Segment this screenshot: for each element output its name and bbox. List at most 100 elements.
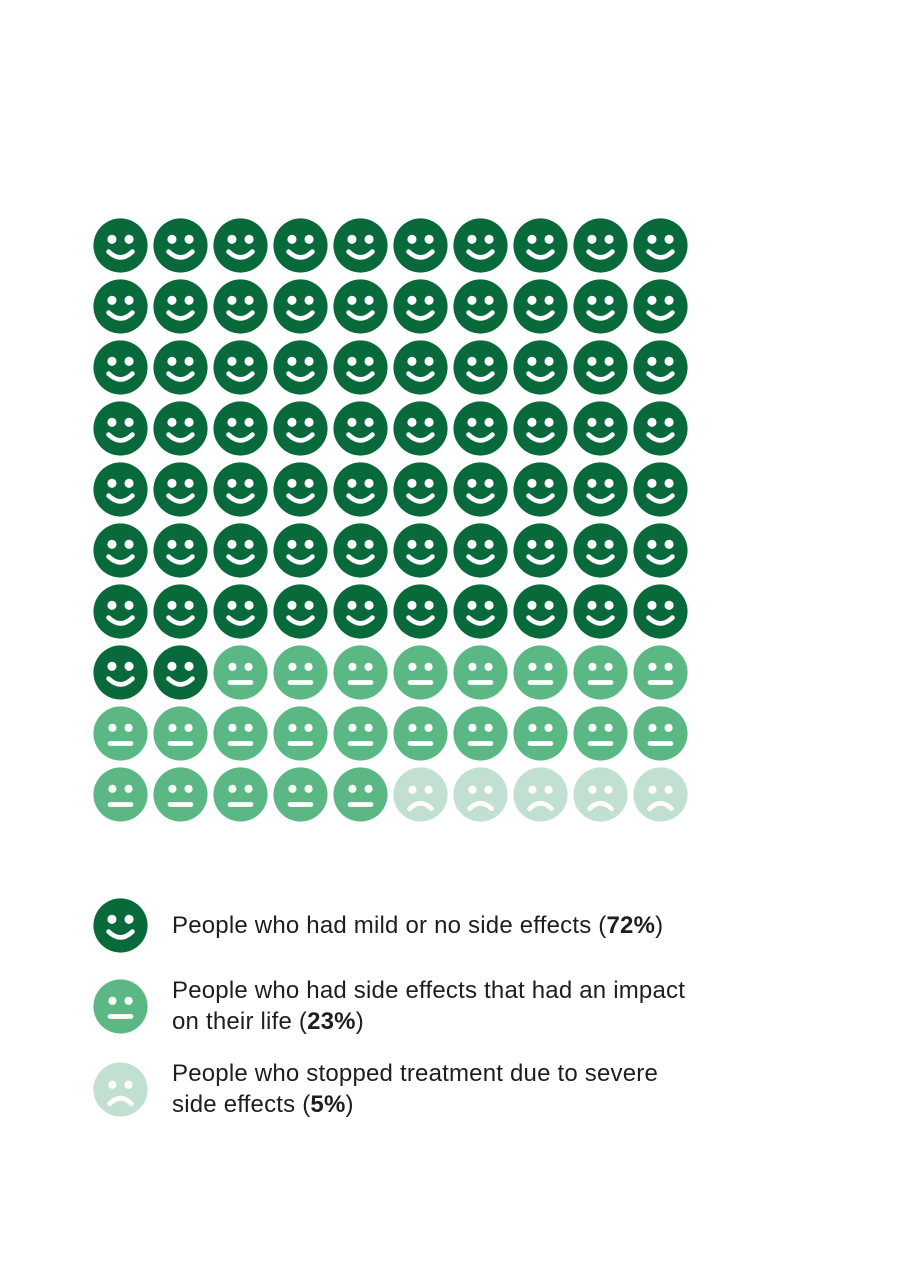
face-happy-icon — [92, 400, 149, 457]
legend-label-line: People who stopped treatment due to seve… — [172, 1058, 658, 1089]
face-happy-icon — [212, 217, 269, 274]
face-happy-icon — [452, 461, 509, 518]
legend-text-segment: ) — [345, 1091, 354, 1118]
face-neutral-icon — [212, 644, 269, 701]
face-happy-icon — [92, 522, 149, 579]
face-neutral-icon — [212, 766, 269, 823]
legend-label-line: People who had side effects that had an … — [172, 975, 685, 1006]
face-happy-icon — [272, 583, 329, 640]
face-happy-icon — [452, 522, 509, 579]
face-happy-icon — [632, 339, 689, 396]
legend-sad-face-icon — [92, 1061, 149, 1118]
face-neutral-icon — [572, 644, 629, 701]
face-happy-icon — [92, 644, 149, 701]
face-happy-icon — [152, 339, 209, 396]
face-happy-icon — [92, 339, 149, 396]
legend-happy-face-icon — [92, 897, 149, 954]
face-happy-icon — [332, 339, 389, 396]
face-happy-icon — [632, 522, 689, 579]
face-neutral-icon — [512, 705, 569, 762]
legend-label-line: side effects (5%) — [172, 1089, 658, 1120]
face-neutral-icon — [332, 766, 389, 823]
legend-label-line: on their life (23%) — [172, 1006, 685, 1037]
face-happy-icon — [92, 278, 149, 335]
face-happy-icon — [152, 278, 209, 335]
legend-text-segment: side effects ( — [172, 1091, 311, 1118]
face-happy-icon — [572, 217, 629, 274]
face-happy-icon — [452, 339, 509, 396]
face-happy-icon — [392, 278, 449, 335]
face-happy-icon — [212, 583, 269, 640]
face-happy-icon — [152, 461, 209, 518]
face-happy-icon — [632, 461, 689, 518]
face-neutral-icon — [452, 644, 509, 701]
face-neutral-icon — [212, 705, 269, 762]
face-neutral-icon — [392, 644, 449, 701]
legend-text-segment: People who had mild or no side effects ( — [172, 912, 607, 939]
face-neutral-icon — [392, 705, 449, 762]
legend-item-neutral: People who had side effects that had an … — [92, 975, 685, 1037]
face-happy-icon — [512, 522, 569, 579]
legend-label: People who had mild or no side effects (… — [172, 910, 663, 941]
face-neutral-icon — [512, 644, 569, 701]
face-happy-icon — [512, 583, 569, 640]
face-happy-icon — [272, 278, 329, 335]
face-happy-icon — [452, 583, 509, 640]
face-neutral-icon — [272, 705, 329, 762]
face-happy-icon — [392, 217, 449, 274]
legend-text-segment: on their life ( — [172, 1008, 308, 1035]
face-happy-icon — [212, 522, 269, 579]
legend-label: People who stopped treatment due to seve… — [172, 1058, 658, 1120]
face-happy-icon — [212, 400, 269, 457]
legend-percent: 72% — [606, 912, 656, 939]
face-happy-icon — [332, 461, 389, 518]
face-happy-icon — [512, 400, 569, 457]
face-happy-icon — [332, 217, 389, 274]
face-happy-icon — [632, 583, 689, 640]
face-happy-icon — [272, 339, 329, 396]
face-happy-icon — [212, 278, 269, 335]
legend: People who had mild or no side effects (… — [92, 897, 685, 1120]
face-happy-icon — [152, 644, 209, 701]
face-happy-icon — [572, 278, 629, 335]
face-happy-icon — [572, 522, 629, 579]
face-neutral-icon — [632, 644, 689, 701]
face-happy-icon — [512, 339, 569, 396]
face-happy-icon — [392, 461, 449, 518]
face-happy-icon — [392, 400, 449, 457]
face-happy-icon — [512, 461, 569, 518]
face-happy-icon — [632, 278, 689, 335]
face-happy-icon — [212, 461, 269, 518]
legend-label-line: People who had mild or no side effects (… — [172, 910, 663, 941]
face-sad-icon — [572, 766, 629, 823]
face-neutral-icon — [572, 705, 629, 762]
legend-text-segment: ) — [355, 1008, 364, 1035]
face-happy-icon — [92, 217, 149, 274]
face-happy-icon — [572, 339, 629, 396]
face-happy-icon — [332, 522, 389, 579]
face-sad-icon — [632, 766, 689, 823]
face-happy-icon — [212, 339, 269, 396]
face-neutral-icon — [452, 705, 509, 762]
face-happy-icon — [392, 522, 449, 579]
face-neutral-icon — [332, 644, 389, 701]
legend-item-happy: People who had mild or no side effects (… — [92, 897, 685, 954]
face-happy-icon — [92, 583, 149, 640]
face-happy-icon — [392, 583, 449, 640]
legend-text-segment: People who had side effects that had an … — [172, 977, 686, 1004]
face-happy-icon — [572, 583, 629, 640]
legend-percent: 5% — [310, 1091, 346, 1118]
legend-percent: 23% — [307, 1008, 356, 1035]
face-happy-icon — [392, 339, 449, 396]
waffle-chart — [92, 217, 692, 827]
face-neutral-icon — [332, 705, 389, 762]
face-happy-icon — [332, 583, 389, 640]
legend-text-segment: People who stopped treatment due to seve… — [172, 1060, 659, 1087]
face-happy-icon — [272, 461, 329, 518]
face-sad-icon — [392, 766, 449, 823]
face-happy-icon — [452, 278, 509, 335]
face-happy-icon — [152, 522, 209, 579]
face-happy-icon — [572, 400, 629, 457]
legend-label: People who had side effects that had an … — [172, 975, 685, 1037]
